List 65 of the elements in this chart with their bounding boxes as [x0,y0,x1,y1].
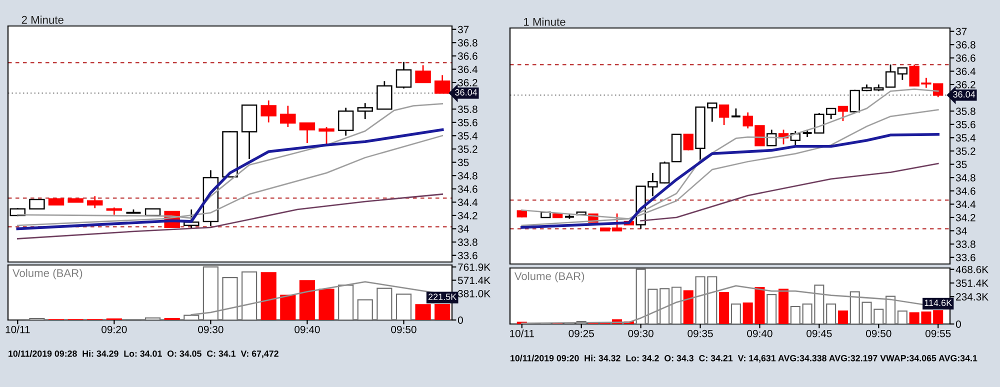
x-tick-label: 10/11 [6,326,30,334]
y-tick-label: 36.2 [956,81,976,88]
y-tick-label: 35.8 [956,108,976,115]
y-tick-label: 36.8 [458,39,478,46]
y-tick-label: 34 [458,225,469,233]
x-tick-label: 09:55 [925,330,951,338]
ref-line-label: 36.04 [953,91,976,98]
y-tick-label: 34.4 [956,200,976,208]
y-tick-label: 36.8 [956,41,976,48]
x-tick-label: 09:40 [747,330,772,338]
y-tick-label: 234.3K [956,293,988,301]
y-tick-label: 36.6 [458,52,478,60]
y-tick-label: 33.6 [956,254,976,262]
x-tick-label: 09:25 [568,330,594,338]
x-tick-label: 10/11 [510,330,534,338]
chart-title: Volume (BAR) [514,272,584,282]
y-tick-label: 35.4 [458,132,478,140]
y-tick-label: 35.2 [956,147,976,155]
text: 10/11/2019 09:28 Hi: 34.29 Lo: 34.01 O: 34.05 C: 34.1 V: 67,472 [8,350,278,358]
x-tick-label: 09:30 [628,330,654,338]
y-tick-label: 35.6 [458,118,478,126]
chart-title: Volume (BAR) [12,268,82,280]
y-tick-label: 35 [458,158,469,166]
y-tick-label: 35 [956,160,967,168]
y-tick-label: 33.8 [956,240,976,248]
y-tick-label: 34.8 [956,174,976,182]
y-tick-label: 34 [956,227,967,235]
y-tick-label: 34.4 [458,198,478,206]
y-tick-label: 37 [458,26,469,34]
x-tick-label: 09:20 [102,326,127,334]
y-tick-label: 33.6 [458,252,478,260]
y-tick-label: 33.8 [458,238,478,246]
chart-title: 2 Minute [22,16,64,24]
text: 10/11/2019 09:20 Hi: 34.32 Lo: 34.2 O: 34.3 C: 34.21 V: 14,631 AVG:34.338 AVG:32.197 VWAP:34.065 AVG:34.1 [510,354,978,363]
x-tick-label: 09:30 [198,326,224,334]
y-tick-label: 35.8 [458,106,478,113]
y-tick-label: 381.0K [458,290,490,298]
x-tick-label: 09:40 [294,326,320,334]
y-tick-label: 35.4 [956,134,976,142]
y-tick-label: 34.2 [956,214,976,222]
y-tick-label: 34.8 [458,172,478,180]
y-tick-label: 34.6 [956,187,976,195]
data-label: 221.5K [428,294,457,300]
x-tick-label: 09:35 [688,330,713,338]
y-tick-label: 36.2 [458,79,478,86]
y-tick-label: 0 [458,316,463,324]
data-label: 114.6K [924,300,952,306]
y-tick-label: 35.2 [458,145,478,153]
y-tick-label: 34.2 [458,212,478,220]
y-tick-label: 351.4K [956,280,988,287]
x-tick-label: 09:50 [391,326,416,334]
y-tick-label: 36.6 [956,54,976,62]
y-tick-label: 761.9K [458,263,490,271]
y-tick-label: 34.6 [458,185,478,193]
y-tick-label: 37 [956,28,967,36]
y-tick-label: 468.6K [956,266,988,274]
y-tick-label: 571.4K [458,276,490,284]
x-tick-label: 09:45 [806,330,832,338]
x-tick-label: 09:50 [866,330,892,338]
y-tick-label: 0 [956,320,961,328]
chart-title: 1 Minute [524,18,566,26]
y-tick-label: 35.6 [956,120,976,128]
y-tick-label: 36.4 [956,68,976,76]
ref-line-label: 36.04 [455,89,478,96]
y-tick-label: 36.4 [458,66,478,74]
